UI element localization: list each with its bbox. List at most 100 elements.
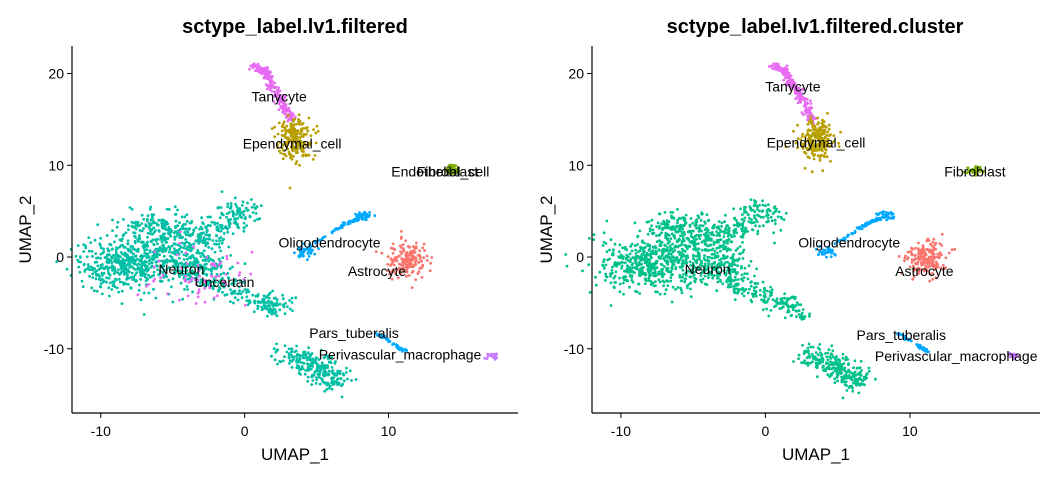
data-point (151, 233, 154, 236)
data-point (674, 288, 677, 291)
data-point (156, 242, 159, 245)
data-point (321, 378, 324, 381)
data-point (417, 254, 420, 257)
data-point (109, 274, 112, 277)
data-point (96, 290, 99, 293)
data-point (391, 258, 394, 261)
data-point (658, 248, 661, 251)
data-point (750, 285, 753, 288)
data-point (292, 155, 295, 158)
data-point (883, 216, 886, 219)
data-point (290, 347, 293, 350)
data-point (221, 256, 224, 259)
data-point (818, 343, 821, 346)
data-point (244, 262, 247, 265)
data-point (244, 217, 247, 220)
data-point (179, 230, 182, 233)
data-point (743, 276, 746, 279)
data-point (621, 265, 624, 268)
data-point (851, 379, 854, 382)
data-point (218, 240, 221, 243)
data-point (628, 286, 631, 289)
data-point (697, 254, 700, 257)
data-point (832, 366, 835, 369)
data-point (681, 235, 684, 238)
data-point (808, 343, 811, 346)
data-point (99, 237, 102, 240)
data-point (659, 244, 662, 247)
data-point (82, 285, 85, 288)
data-point (283, 153, 286, 156)
data-point (917, 242, 920, 245)
data-point (221, 291, 224, 294)
data-point (288, 352, 291, 355)
data-point (291, 355, 294, 358)
data-point (646, 221, 649, 224)
data-point (270, 355, 273, 358)
data-point (420, 267, 423, 270)
data-point (415, 242, 418, 245)
data-point (671, 243, 674, 246)
data-point (868, 370, 871, 373)
data-point (138, 259, 141, 262)
cluster-label: Astrocyte (348, 263, 407, 279)
data-point (821, 361, 824, 364)
data-point (712, 248, 715, 251)
data-point (205, 263, 208, 266)
data-point (306, 126, 309, 129)
data-point (146, 241, 149, 244)
data-point (231, 210, 234, 213)
data-point (734, 276, 737, 279)
data-point (812, 357, 815, 360)
data-point (849, 371, 852, 374)
data-point (773, 305, 776, 308)
data-point (750, 260, 753, 263)
data-point (722, 244, 725, 247)
data-point (127, 260, 130, 263)
data-point (228, 226, 231, 229)
data-point (171, 251, 174, 254)
data-point (638, 274, 641, 277)
data-point (953, 248, 956, 251)
data-point (242, 214, 245, 217)
data-point (188, 227, 191, 230)
data-point (611, 269, 614, 272)
data-point (141, 268, 144, 271)
data-point (121, 253, 124, 256)
data-point (263, 307, 266, 310)
data-point (635, 267, 638, 270)
data-point (779, 298, 782, 301)
data-point (289, 117, 292, 120)
data-point (134, 240, 137, 243)
data-point (276, 298, 279, 301)
data-point (150, 224, 153, 227)
data-point (732, 253, 735, 256)
data-point (631, 270, 634, 273)
data-point (742, 235, 745, 238)
data-point (89, 241, 92, 244)
data-point (146, 218, 149, 221)
data-point (655, 246, 658, 249)
data-point (181, 216, 184, 219)
data-point (602, 265, 605, 268)
data-point (697, 242, 700, 245)
data-point (182, 223, 185, 226)
data-point (66, 268, 69, 271)
data-point (406, 260, 409, 263)
data-point (917, 247, 920, 250)
data-point (680, 266, 683, 269)
data-point (655, 225, 658, 228)
data-point (185, 254, 188, 257)
data-point (204, 233, 207, 236)
data-point (878, 212, 881, 215)
data-point (847, 362, 850, 365)
data-point (273, 81, 276, 84)
data-point (743, 272, 746, 275)
data-point (610, 281, 613, 284)
data-point (215, 240, 218, 243)
data-point (107, 286, 110, 289)
data-point (101, 263, 104, 266)
data-point (670, 267, 673, 270)
data-point (689, 288, 692, 291)
data-point (349, 369, 352, 372)
